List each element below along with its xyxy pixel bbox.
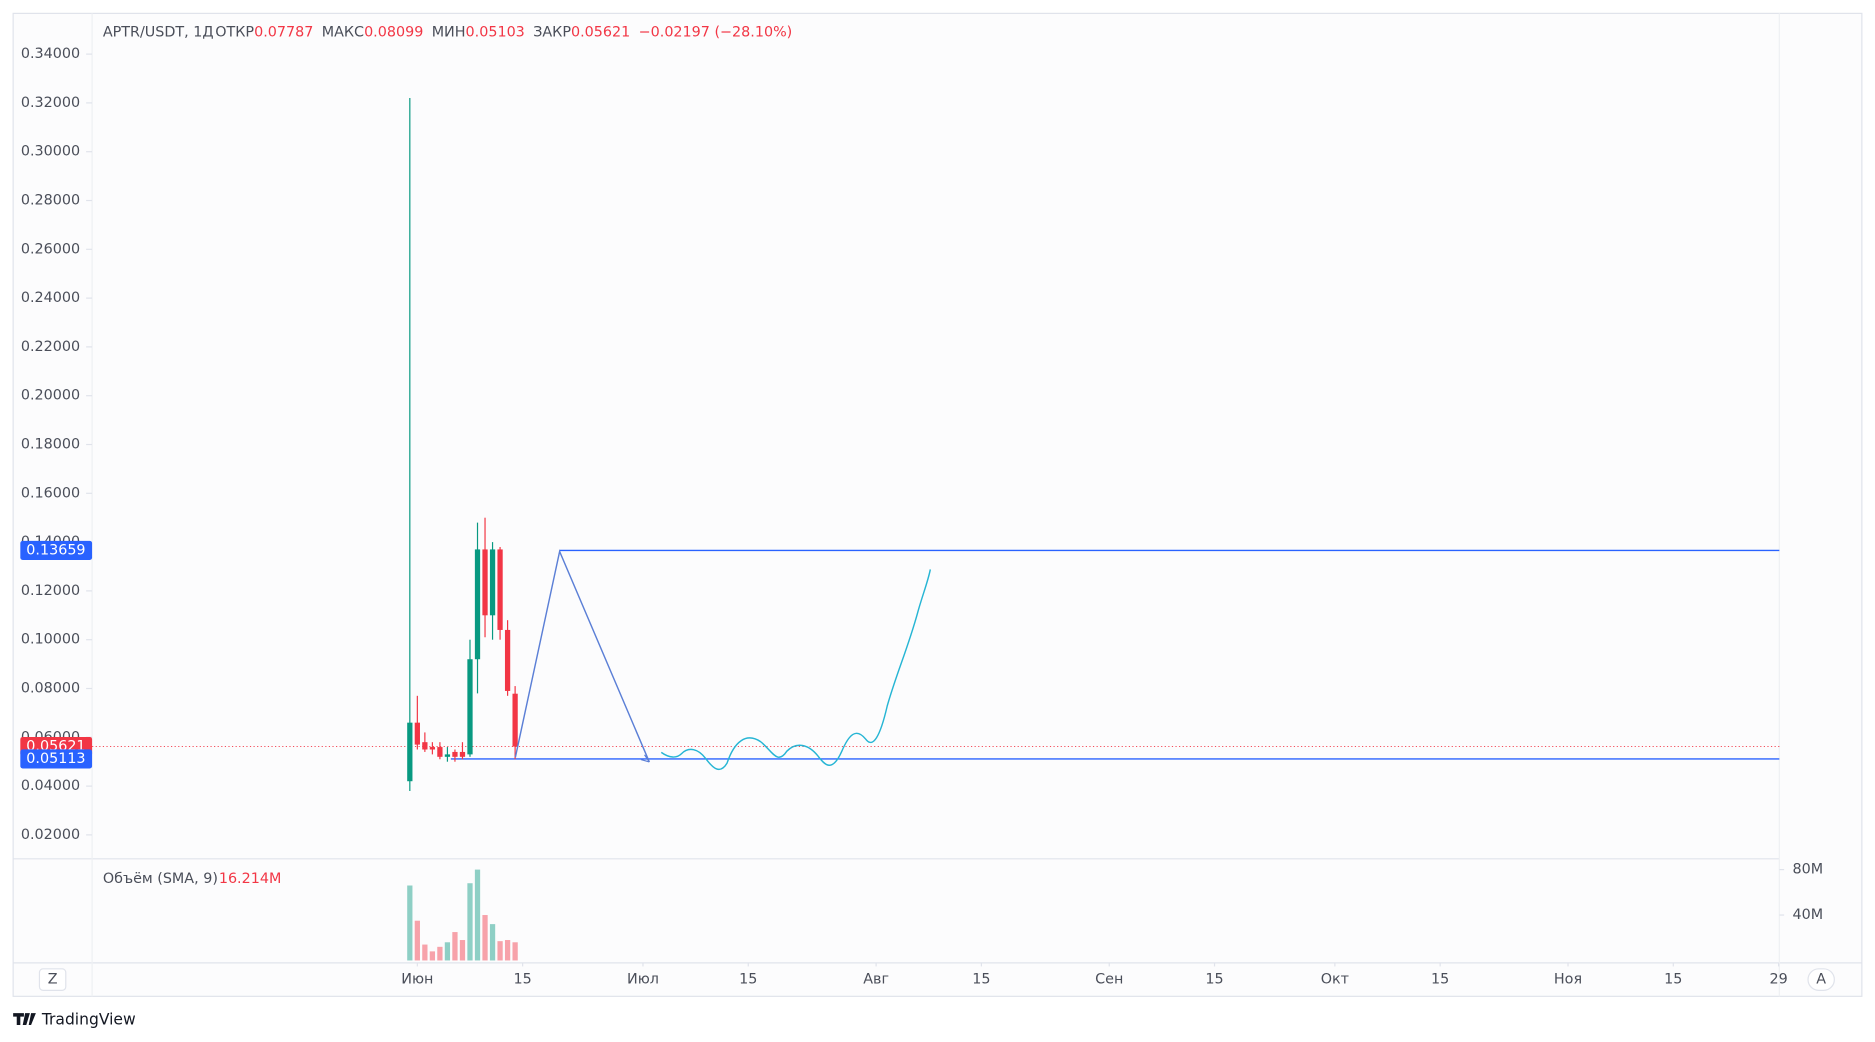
volume-bar <box>489 924 496 961</box>
legend-value: 0.08099 <box>364 25 423 41</box>
volume-bar <box>497 941 503 961</box>
y-tick-label: 0.28000 <box>21 193 80 209</box>
scale-button[interactable] <box>38 968 67 991</box>
volume-bar <box>407 885 413 961</box>
brand-name[interactable]: TradingView <box>41 1011 136 1029</box>
volume-title: Объём (SMA, 9) <box>103 871 218 887</box>
y-tick-label: 0.30000 <box>21 144 80 160</box>
x-tick-label: Окт <box>1321 972 1349 988</box>
x-tick-label: 15 <box>1431 972 1449 988</box>
drawing-arrowhead <box>640 754 650 763</box>
candle-body <box>429 747 436 750</box>
candle-body <box>497 549 503 630</box>
price-badge-label: 0.13659 <box>26 542 85 558</box>
y-tick-label: 0.02000 <box>21 827 80 843</box>
ohlc-legend: ОТКР 0.07787 МАКС 0.08099 МИН 0.05103 ЗАКР 0.05… <box>215 25 792 41</box>
x-tick-label: 15 <box>1205 972 1223 988</box>
drawing-arrow <box>514 549 650 763</box>
volume-bar <box>414 920 420 961</box>
candle-body <box>504 629 511 691</box>
x-tick-label: 29 <box>1769 972 1787 988</box>
volume-bar <box>452 932 458 961</box>
y-tick-label: 0.22000 <box>21 339 80 355</box>
volume-sma-value: 16.214M <box>219 871 282 887</box>
x-tick-label: Ноя <box>1554 972 1582 988</box>
legend-value: 0.07787 <box>254 25 313 41</box>
volume-bar <box>422 944 428 961</box>
y-tick-label: 0.34000 <box>21 46 80 62</box>
candle-body <box>437 747 443 757</box>
legend-label: ЗАКР <box>533 25 571 41</box>
volume-bar <box>512 942 518 961</box>
legend-value: 0.05621 <box>571 25 630 41</box>
price-badge <box>20 540 93 560</box>
y-tick-label: 0.18000 <box>21 437 80 453</box>
legend-change: −0.02197 (−28.10%) <box>639 25 793 41</box>
candle-body <box>467 659 473 755</box>
y-tick-label: 0.16000 <box>21 485 80 501</box>
scale-button-label[interactable]: Z <box>48 972 58 988</box>
chart-frame <box>12 12 1863 997</box>
candle-body <box>474 549 481 660</box>
candle-body <box>482 549 488 616</box>
candle-body <box>444 754 451 757</box>
plot-area: 0.020000.040000.060000.080000.100000.120… <box>20 46 1823 988</box>
x-tick-label: Сен <box>1095 972 1123 988</box>
legend-label: МИН <box>432 25 466 41</box>
volume-bar <box>437 946 443 961</box>
x-tick-label: Июл <box>627 972 659 988</box>
scale-button[interactable] <box>1807 968 1835 991</box>
volume-bar <box>474 869 481 961</box>
volume-bar <box>482 915 488 961</box>
x-tick-label: 15 <box>514 972 532 988</box>
candle-body <box>407 722 413 782</box>
x-tick-label: Авг <box>863 972 889 988</box>
y-tick-label: 0.20000 <box>21 388 80 404</box>
x-tick-label: 15 <box>739 972 757 988</box>
scale-button-label[interactable]: A <box>1816 972 1826 988</box>
legend-value: 0.05103 <box>466 25 525 41</box>
y-tick-label: 0.26000 <box>21 241 80 257</box>
legend-label: МАКС <box>322 25 364 41</box>
volume-bar <box>459 940 466 961</box>
x-tick-label: 15 <box>1664 972 1682 988</box>
y-tick-label: 0.24000 <box>21 290 80 306</box>
y-tick-label: 0.32000 <box>21 95 80 111</box>
y-tick-label: 0.10000 <box>21 632 80 648</box>
volume-tick-label: 80M <box>1792 862 1823 878</box>
x-tick-label: 15 <box>972 972 990 988</box>
y-tick-label: 0.08000 <box>21 681 80 697</box>
candle-body <box>414 722 420 745</box>
y-tick-label: 0.04000 <box>21 778 80 794</box>
symbol-title: APTR/USDT, 1Д <box>103 25 214 41</box>
volume-bar <box>429 951 436 961</box>
candle-body <box>422 742 428 750</box>
price-badge <box>20 749 93 769</box>
volume-bar <box>467 883 473 961</box>
price-badge-label: 0.05113 <box>26 751 85 767</box>
drawing-curve <box>660 569 932 771</box>
candle-body <box>452 751 458 757</box>
legend-label: ОТКР <box>215 25 254 41</box>
x-tick-label: Июн <box>401 972 433 988</box>
candle-body <box>489 549 496 616</box>
volume-bar <box>504 940 511 961</box>
candle-body <box>512 693 518 747</box>
volume-tick-label: 40M <box>1792 907 1823 923</box>
brand-logo[interactable] <box>13 1013 36 1026</box>
candle-body <box>459 751 466 757</box>
y-tick-label: 0.12000 <box>21 583 80 599</box>
volume-bar <box>444 942 451 961</box>
